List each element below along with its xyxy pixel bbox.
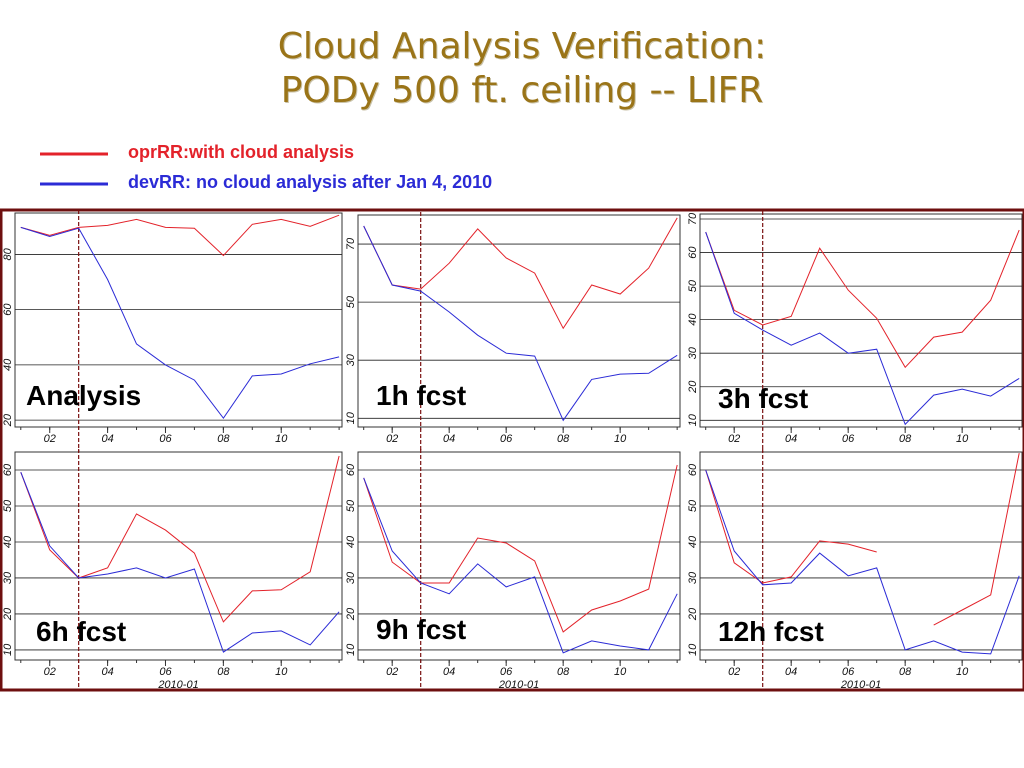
- title-line: PODy 500 ft. ceiling -- LIFR: [281, 70, 764, 111]
- y-tick-label: 30: [345, 353, 357, 366]
- y-tick-label: 20: [2, 607, 14, 621]
- y-tick-label: 30: [345, 571, 357, 584]
- x-axis-label: 2010-01: [157, 679, 198, 691]
- series-line: [363, 464, 678, 633]
- series-line: [705, 229, 1020, 369]
- x-tick-label: 02: [728, 433, 740, 445]
- legend-label: devRR: no cloud analysis after Jan 4, 20…: [128, 172, 492, 192]
- x-tick-label: 02: [386, 666, 398, 678]
- x-tick-label: 02: [44, 666, 56, 678]
- y-tick-label: 20: [345, 607, 357, 621]
- x-tick-label: 06: [842, 666, 855, 678]
- series-line: [20, 472, 340, 653]
- x-tick-label: 10: [956, 666, 969, 678]
- x-tick-label: 08: [217, 666, 230, 678]
- y-tick-label: 40: [687, 535, 699, 548]
- series-line: [705, 469, 1020, 655]
- y-tick-label: 60: [2, 463, 14, 476]
- y-tick-label: 10: [687, 643, 699, 656]
- x-tick-label: 06: [159, 666, 172, 678]
- x-tick-label: 02: [44, 433, 56, 445]
- y-tick-label: 10: [345, 643, 357, 656]
- y-tick-label: 40: [687, 313, 699, 326]
- y-tick-label: 60: [687, 463, 699, 476]
- y-tick-label: 40: [2, 358, 14, 371]
- panel-label: 3h fcst: [718, 383, 808, 414]
- x-tick-label: 02: [386, 433, 398, 445]
- y-tick-label: 50: [687, 279, 699, 292]
- y-tick-label: 10: [2, 643, 14, 656]
- x-tick-label: 06: [159, 433, 172, 445]
- panel-label: Analysis: [26, 380, 141, 411]
- y-tick-label: 50: [345, 295, 357, 308]
- plot-area: [357, 451, 681, 661]
- y-tick-label: 50: [345, 499, 357, 512]
- x-tick-label: 04: [443, 666, 455, 678]
- series-line: [363, 225, 678, 422]
- x-tick-label: 10: [275, 433, 288, 445]
- x-tick-label: 06: [842, 433, 855, 445]
- y-tick-label: 70: [687, 212, 699, 225]
- series-line: [20, 214, 340, 257]
- series-line: [363, 477, 678, 654]
- x-tick-label: 08: [557, 666, 570, 678]
- x-tick-label: 06: [500, 666, 513, 678]
- y-tick-label: 20: [687, 607, 699, 621]
- x-tick-label: 08: [217, 433, 230, 445]
- y-tick-label: 50: [2, 499, 14, 512]
- y-tick-label: 70: [345, 237, 357, 250]
- y-tick-label: 50: [687, 499, 699, 512]
- x-tick-label: 04: [785, 666, 797, 678]
- series-line: [705, 453, 1020, 626]
- series-line: [705, 231, 1020, 426]
- x-tick-label: 04: [443, 433, 455, 445]
- x-axis-label: 2010-01: [498, 679, 539, 691]
- panel-label: 6h fcst: [36, 616, 126, 647]
- y-tick-label: 30: [687, 346, 699, 359]
- y-tick-label: 80: [2, 247, 14, 260]
- y-tick-label: 40: [2, 535, 14, 548]
- legend-label: oprRR:with cloud analysis: [128, 142, 354, 162]
- plot-area: [357, 214, 681, 428]
- y-tick-label: 30: [2, 571, 14, 584]
- y-tick-label: 40: [345, 535, 357, 548]
- x-tick-label: 04: [101, 433, 113, 445]
- series-line: [20, 226, 340, 420]
- y-tick-label: 20: [687, 380, 699, 394]
- x-tick-label: 10: [614, 433, 627, 445]
- panel-label: 9h fcst: [376, 614, 466, 645]
- y-tick-label: 60: [687, 246, 699, 259]
- x-tick-label: 08: [557, 433, 570, 445]
- x-tick-label: 04: [785, 433, 797, 445]
- plot-area: [14, 451, 343, 661]
- x-axis-label: 2010-01: [840, 679, 881, 691]
- x-tick-label: 10: [614, 666, 627, 678]
- plot-area: [699, 451, 1023, 661]
- title-line: Cloud Analysis Verification:: [278, 26, 766, 67]
- x-tick-label: 10: [956, 433, 969, 445]
- y-tick-label: 20: [2, 413, 14, 427]
- x-tick-label: 04: [101, 666, 113, 678]
- y-tick-label: 60: [2, 303, 14, 316]
- plot-area: [14, 212, 343, 428]
- x-tick-label: 02: [728, 666, 740, 678]
- y-tick-label: 30: [687, 571, 699, 584]
- frame: [0, 208, 1024, 692]
- x-tick-label: 08: [899, 433, 912, 445]
- x-tick-label: 08: [899, 666, 912, 678]
- y-tick-label: 10: [345, 411, 357, 424]
- x-tick-label: 10: [275, 666, 288, 678]
- y-tick-label: 10: [687, 413, 699, 426]
- panel-label: 1h fcst: [376, 380, 466, 411]
- panel-label: 12h fcst: [718, 616, 824, 647]
- y-tick-label: 60: [345, 463, 357, 476]
- x-tick-label: 06: [500, 433, 513, 445]
- series-line: [363, 217, 678, 330]
